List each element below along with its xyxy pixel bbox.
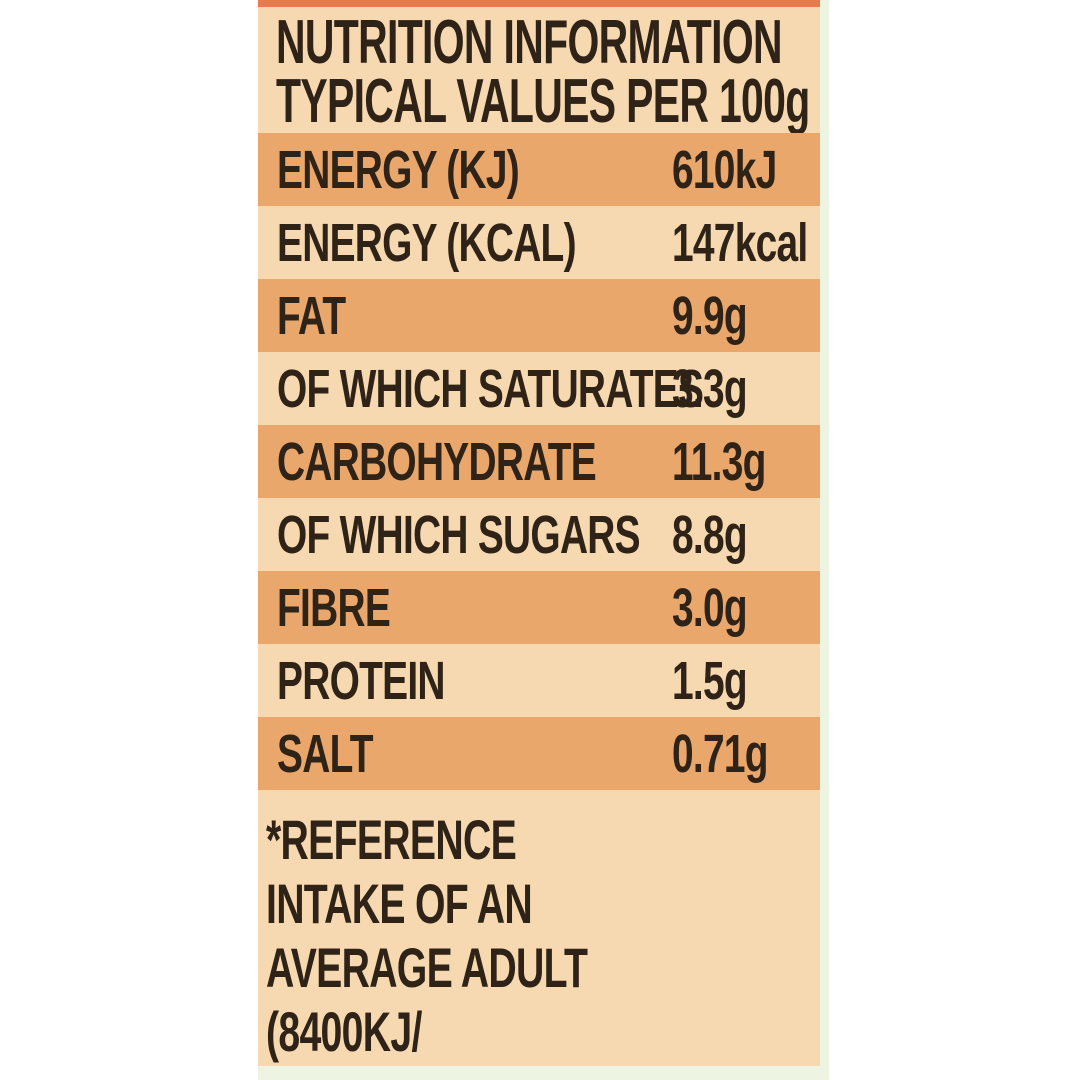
nutrient-value: 8.8g xyxy=(672,504,748,565)
nutrient-name: CARBOHYDRATE xyxy=(277,431,597,492)
nutrition-row-saturates: OF WHICH SATURATES 3.3g xyxy=(258,352,820,425)
nutrient-value: 147kcal xyxy=(672,212,808,273)
nutrient-name: FIBRE xyxy=(277,577,391,638)
nutrient-value: 3.3g xyxy=(672,358,748,419)
nutrient-name: ENERGY (KJ) xyxy=(277,139,520,200)
nutrition-table: ENERGY (KJ) 610kJ ENERGY (KCAL) 147kcal … xyxy=(258,133,820,790)
nutrient-name: OF WHICH SUGARS xyxy=(277,504,641,565)
nutrition-row-fat: FAT 9.9g xyxy=(258,279,820,352)
label-header: NUTRITION INFORMATION TYPICAL VALUES PER… xyxy=(258,7,820,133)
nutrient-value: 1.5g xyxy=(672,650,748,711)
nutrition-row-protein: PROTEIN 1.5g xyxy=(258,644,820,717)
nutrient-value: 610kJ xyxy=(672,139,777,200)
label-title: NUTRITION INFORMATION xyxy=(276,8,783,77)
nutrition-row-energy-kj: ENERGY (KJ) 610kJ xyxy=(258,133,820,206)
label-subtitle: TYPICAL VALUES PER 100g xyxy=(276,67,810,136)
label-right-edge xyxy=(820,0,829,1080)
nutrient-name: SALT xyxy=(277,723,373,784)
reference-intake-footnote: *REFERENCE INTAKE OF AN AVERAGE ADULT (8… xyxy=(266,808,588,1080)
nutrition-row-energy-kcal: ENERGY (KCAL) 147kcal xyxy=(258,206,820,279)
nutrition-row-carbohydrate: CARBOHYDRATE 11.3g xyxy=(258,425,820,498)
nutrition-row-fibre: FIBRE 3.0g xyxy=(258,571,820,644)
nutrition-label: NUTRITION INFORMATION TYPICAL VALUES PER… xyxy=(258,0,829,1080)
nutrient-name: PROTEIN xyxy=(277,650,446,711)
nutrition-row-sugars: OF WHICH SUGARS 8.8g xyxy=(258,498,820,571)
nutrient-value: 11.3g xyxy=(672,431,766,492)
label-footnote-area: *REFERENCE INTAKE OF AN AVERAGE ADULT (8… xyxy=(258,790,820,1080)
nutrient-name: OF WHICH SATURATES xyxy=(277,358,704,419)
nutrient-value: 3.0g xyxy=(672,577,748,638)
nutrient-value: 0.71g xyxy=(672,723,769,784)
nutrient-value: 9.9g xyxy=(672,285,748,346)
nutrition-row-salt: SALT 0.71g xyxy=(258,717,820,790)
label-top-bar xyxy=(258,0,820,7)
nutrient-name: FAT xyxy=(277,285,346,346)
nutrient-name: ENERGY (KCAL) xyxy=(277,212,577,273)
label-bottom-edge xyxy=(258,1066,829,1080)
